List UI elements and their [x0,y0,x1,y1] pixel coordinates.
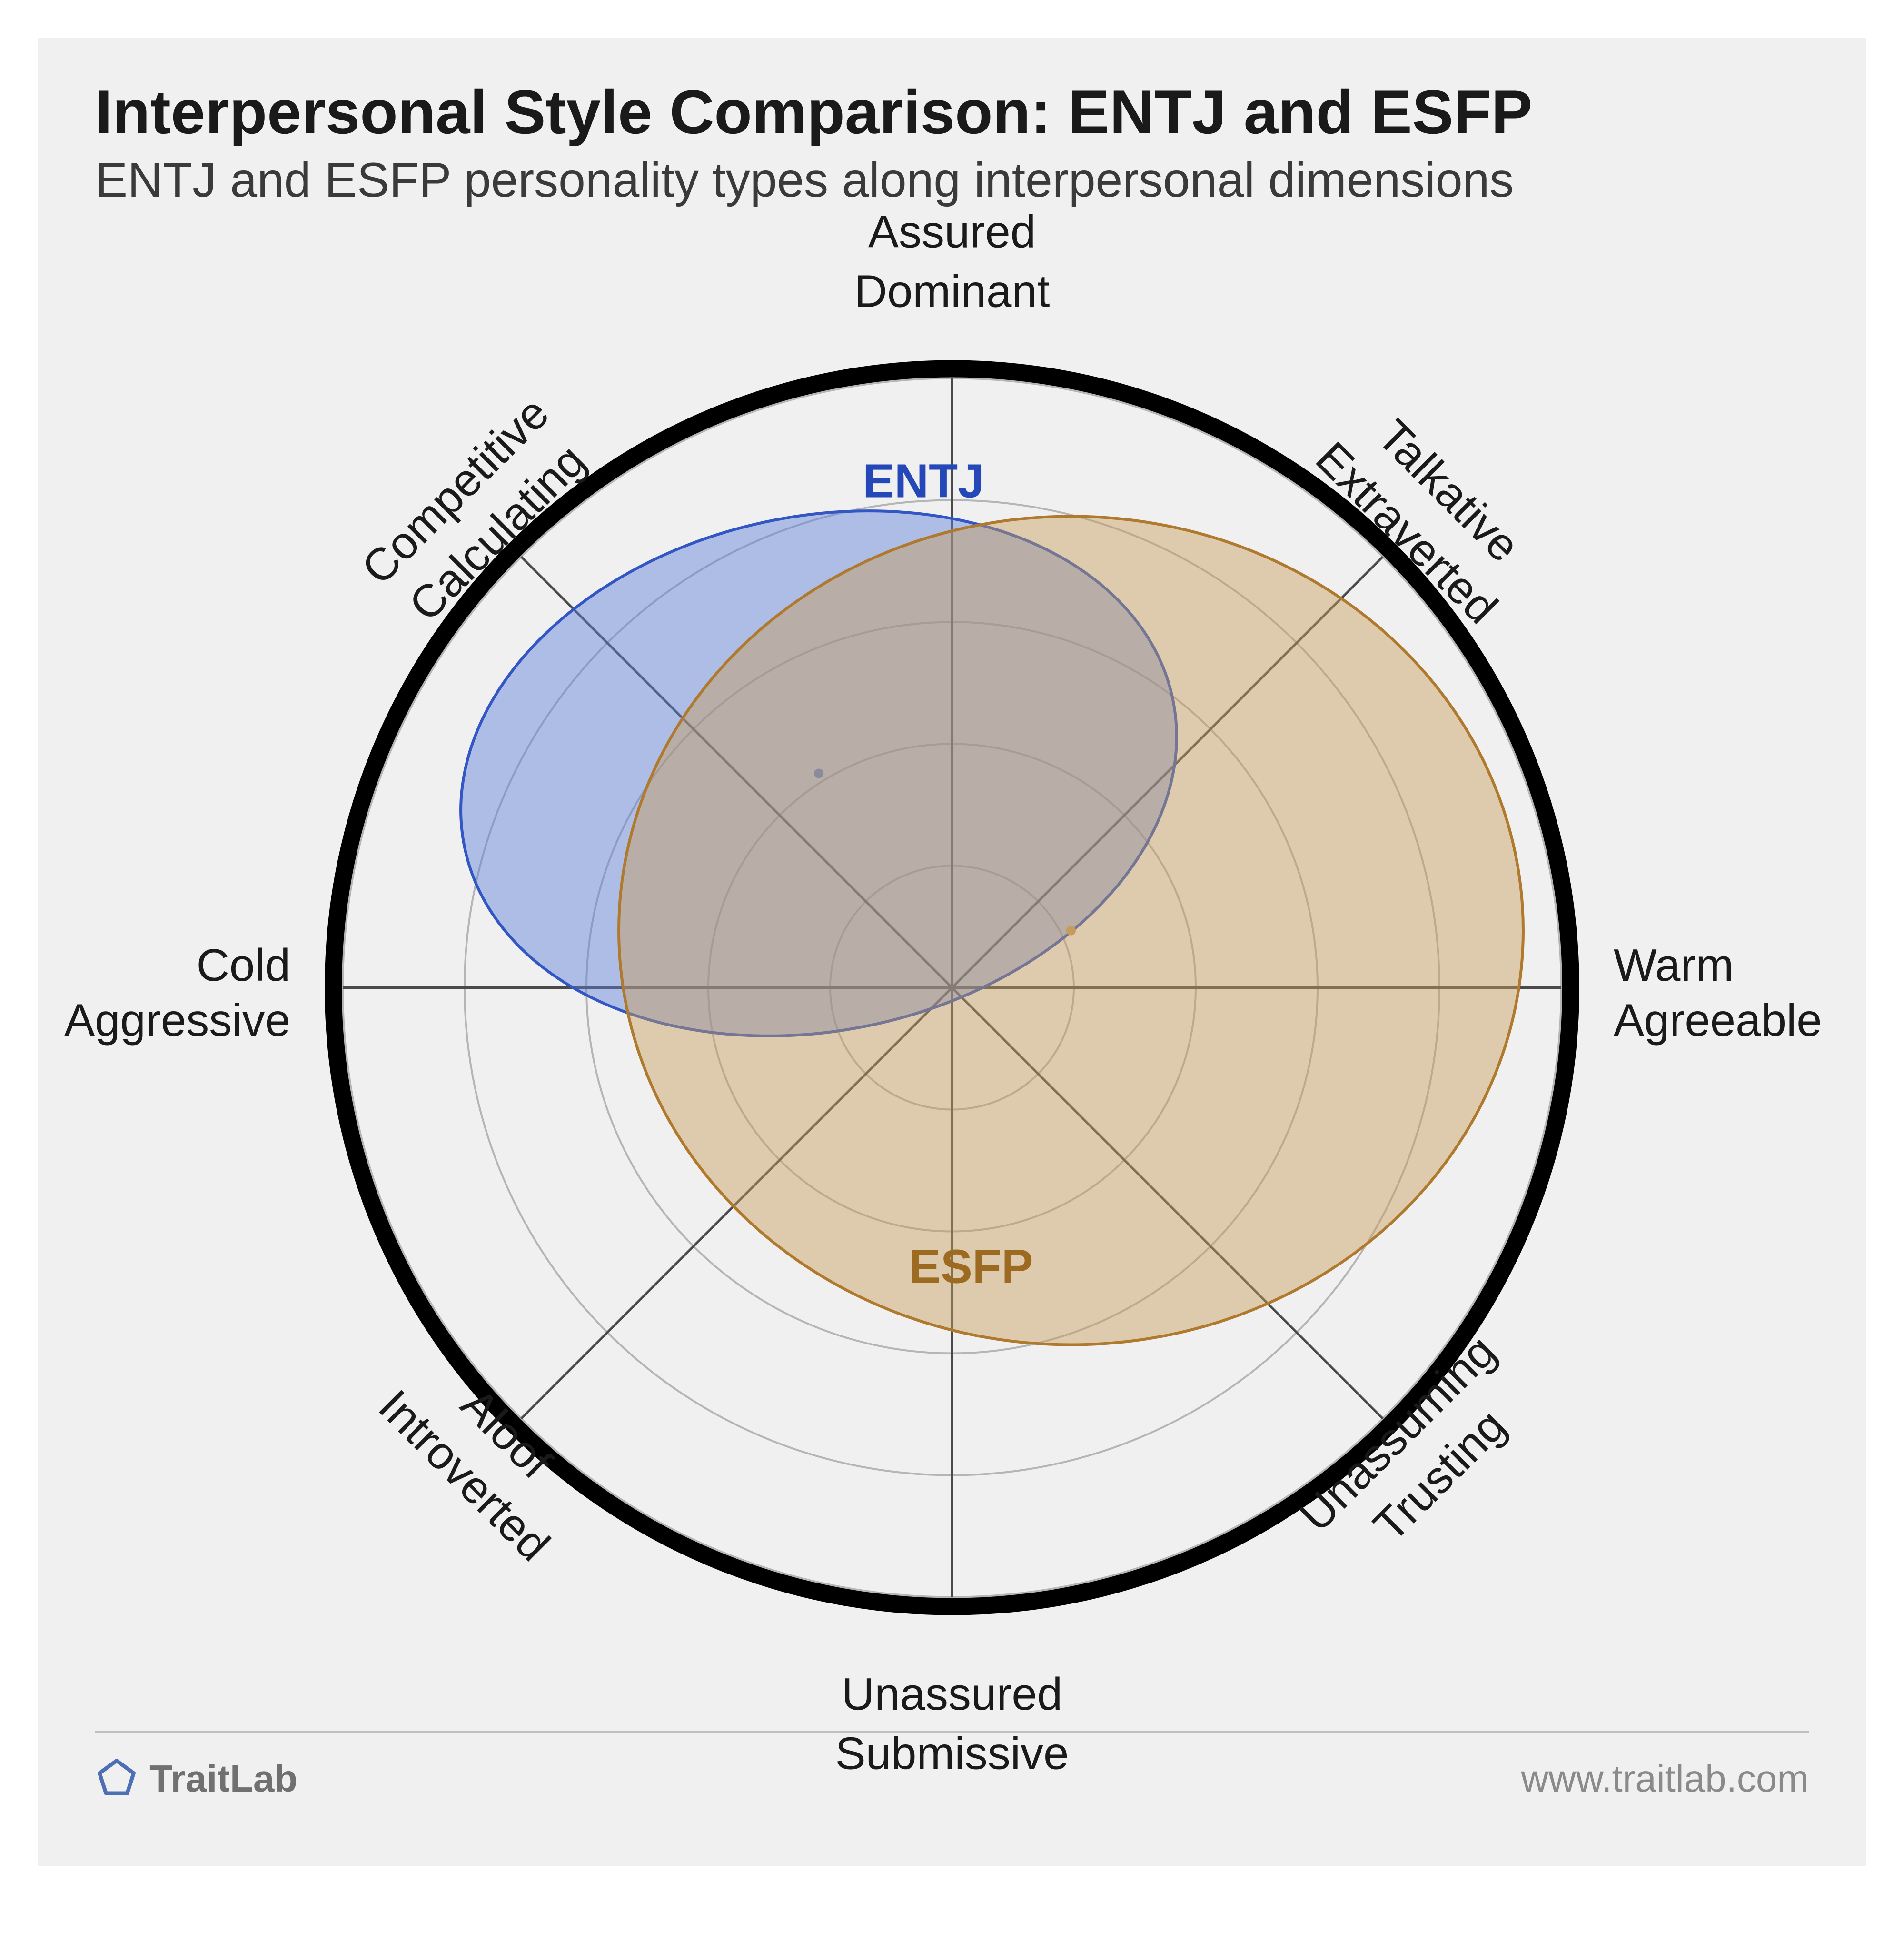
axis-label: Assured Dominant [854,206,1050,317]
svg-text:Agreeable: Agreeable [1614,995,1822,1046]
source-url: www.traitlab.com [1521,1757,1809,1801]
brand: TraitLab [95,1757,298,1801]
svg-text:Dominant: Dominant [854,266,1050,317]
pentagon-icon [95,1757,138,1800]
svg-text:Unassured: Unassured [842,1669,1062,1720]
series-label-entj: ENTJ [863,454,984,508]
circumplex-plot: AssuredDominantTalkativeExtravertedWarmA… [0,35,1904,1942]
series-label-esfp: ESFP [909,1240,1033,1293]
svg-text:Assured: Assured [868,206,1036,257]
footer: TraitLab www.traitlab.com [95,1731,1809,1833]
axis-label: ColdAggressive [64,940,290,1046]
svg-text:Warm: Warm [1614,940,1734,991]
svg-text:Aggressive: Aggressive [64,995,290,1046]
svg-text:Cold: Cold [197,940,290,991]
chart-card: Interpersonal Style Comparison: ENTJ and… [38,38,1866,1866]
brand-label: TraitLab [149,1757,298,1801]
axis-label: WarmAgreeable [1614,940,1822,1046]
